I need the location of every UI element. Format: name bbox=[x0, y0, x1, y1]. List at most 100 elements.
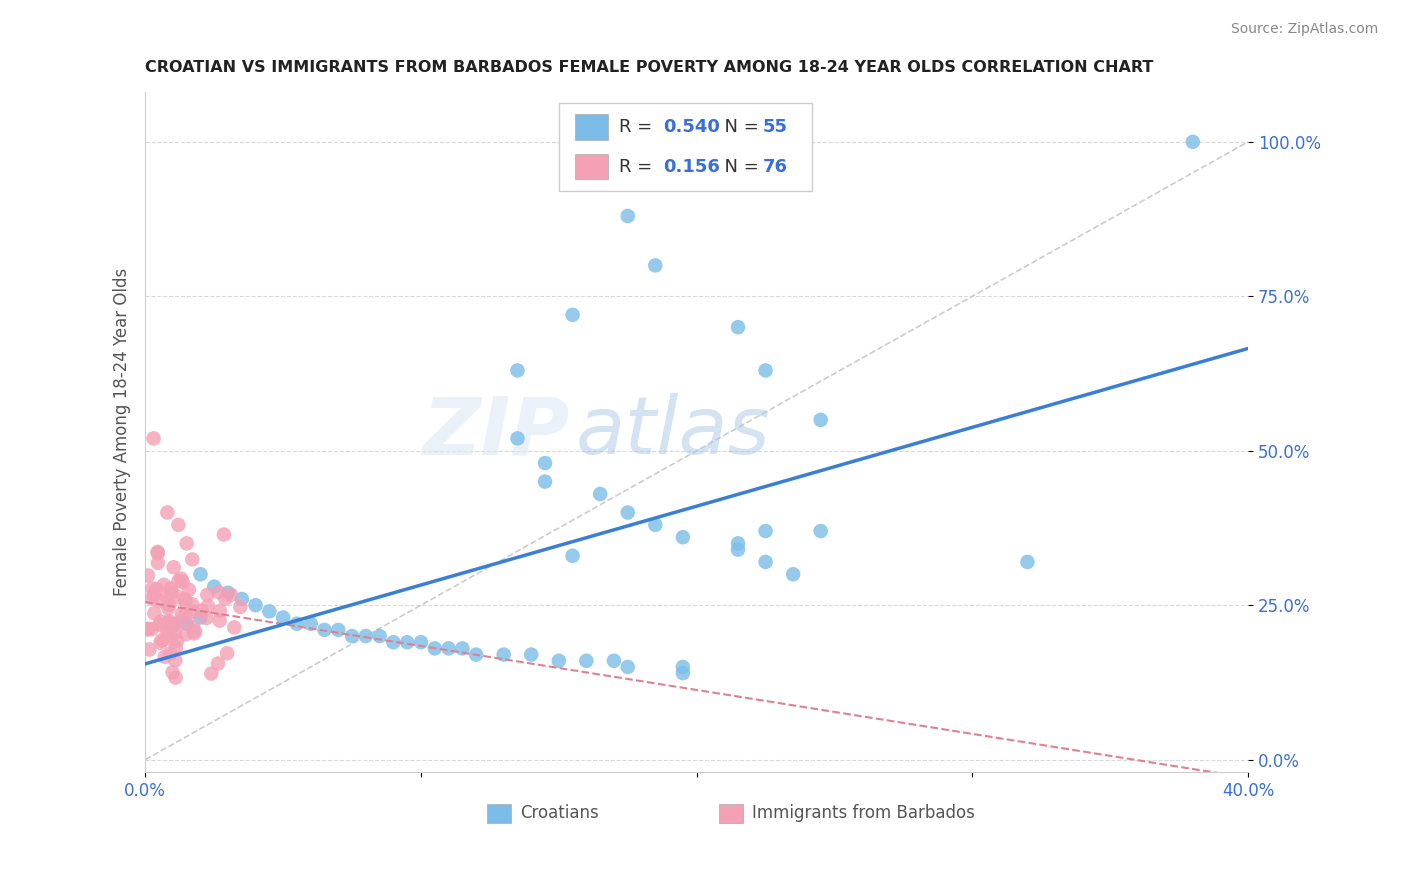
Point bbox=[163, 625, 186, 640]
Point bbox=[138, 642, 160, 657]
Point bbox=[177, 582, 200, 597]
Point bbox=[328, 623, 350, 637]
Point bbox=[156, 615, 179, 630]
Point bbox=[616, 506, 638, 520]
Point bbox=[547, 654, 569, 668]
Point bbox=[754, 524, 776, 538]
Point bbox=[409, 635, 432, 649]
Point bbox=[146, 546, 169, 560]
Point bbox=[245, 598, 267, 612]
Point bbox=[217, 586, 239, 600]
Point bbox=[782, 567, 804, 582]
Point bbox=[181, 597, 204, 611]
Point bbox=[183, 605, 205, 619]
Point bbox=[156, 624, 179, 638]
Point bbox=[148, 617, 170, 632]
Point bbox=[197, 599, 219, 613]
Text: N =: N = bbox=[713, 158, 765, 176]
Point bbox=[200, 666, 222, 681]
Point bbox=[162, 616, 184, 631]
Point bbox=[174, 607, 197, 621]
Text: CROATIAN VS IMMIGRANTS FROM BARBADOS FEMALE POVERTY AMONG 18-24 YEAR OLDS CORREL: CROATIAN VS IMMIGRANTS FROM BARBADOS FEM… bbox=[145, 60, 1154, 75]
Point bbox=[754, 363, 776, 377]
Point bbox=[229, 599, 252, 614]
Point bbox=[423, 641, 446, 656]
Point bbox=[644, 259, 666, 273]
Y-axis label: Female Poverty Among 18-24 Year Olds: Female Poverty Among 18-24 Year Olds bbox=[114, 268, 131, 597]
Point bbox=[176, 616, 198, 631]
Point bbox=[217, 646, 239, 660]
Point bbox=[157, 614, 180, 628]
Point bbox=[149, 636, 172, 650]
Point bbox=[195, 611, 218, 625]
Point bbox=[149, 594, 172, 608]
Point bbox=[520, 648, 543, 662]
Point bbox=[183, 626, 205, 640]
Point bbox=[208, 614, 231, 628]
Point bbox=[162, 665, 184, 680]
Text: R =: R = bbox=[620, 158, 658, 176]
Point bbox=[285, 616, 308, 631]
Point bbox=[167, 517, 190, 532]
FancyBboxPatch shape bbox=[486, 804, 512, 823]
Point bbox=[150, 633, 173, 648]
Point bbox=[159, 632, 181, 647]
Point bbox=[167, 574, 190, 588]
Text: Source: ZipAtlas.com: Source: ZipAtlas.com bbox=[1230, 22, 1378, 37]
Point bbox=[170, 614, 193, 628]
Point bbox=[141, 622, 163, 636]
Text: ZIP: ZIP bbox=[422, 393, 569, 471]
Point bbox=[603, 654, 626, 668]
Point bbox=[534, 456, 557, 470]
Point bbox=[259, 604, 281, 618]
Point bbox=[810, 524, 832, 538]
Point bbox=[214, 591, 236, 606]
Point bbox=[156, 506, 179, 520]
Point bbox=[153, 649, 176, 664]
Point bbox=[143, 606, 166, 620]
Point bbox=[174, 592, 197, 607]
Point bbox=[810, 413, 832, 427]
Point bbox=[146, 545, 169, 559]
Point bbox=[727, 536, 749, 550]
Point bbox=[340, 629, 363, 643]
Point bbox=[153, 578, 176, 592]
Point bbox=[534, 475, 557, 489]
Point bbox=[142, 587, 165, 601]
Point bbox=[314, 623, 336, 637]
Point bbox=[616, 209, 638, 223]
Point bbox=[156, 591, 179, 605]
Point bbox=[165, 640, 187, 655]
Point bbox=[561, 549, 583, 563]
Point bbox=[157, 598, 180, 612]
Point bbox=[163, 560, 186, 574]
Point bbox=[672, 660, 695, 674]
Point bbox=[142, 431, 165, 445]
Point bbox=[561, 308, 583, 322]
Point bbox=[396, 635, 419, 649]
Point bbox=[159, 647, 181, 661]
Point bbox=[506, 363, 529, 377]
Point bbox=[589, 487, 612, 501]
Point bbox=[382, 635, 405, 649]
Text: 55: 55 bbox=[763, 118, 787, 136]
Point bbox=[727, 542, 749, 557]
Point bbox=[208, 604, 231, 618]
Point bbox=[1017, 555, 1039, 569]
Point bbox=[181, 620, 204, 634]
Point bbox=[181, 552, 204, 566]
Point bbox=[271, 610, 294, 624]
Text: 76: 76 bbox=[763, 158, 787, 176]
Point bbox=[190, 604, 212, 618]
FancyBboxPatch shape bbox=[575, 153, 609, 179]
Point bbox=[207, 657, 229, 671]
Point bbox=[141, 582, 163, 596]
Point bbox=[575, 654, 598, 668]
Point bbox=[465, 648, 488, 662]
FancyBboxPatch shape bbox=[575, 114, 609, 140]
Point bbox=[136, 622, 159, 636]
Point bbox=[195, 588, 218, 602]
Text: R =: R = bbox=[620, 118, 658, 136]
Point bbox=[184, 624, 207, 639]
Text: atlas: atlas bbox=[575, 393, 770, 471]
